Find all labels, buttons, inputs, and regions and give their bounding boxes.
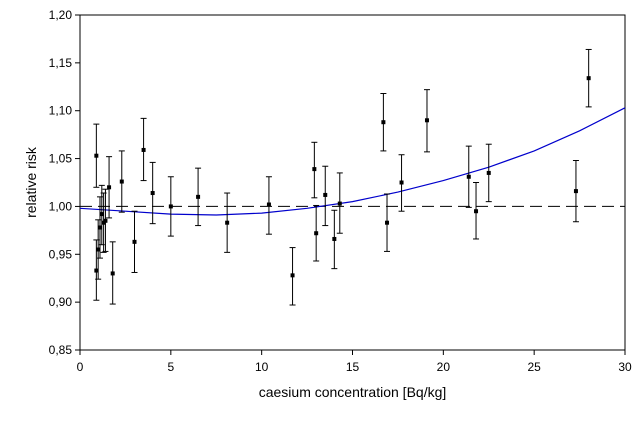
data-point: [473, 182, 480, 240]
point-marker: [474, 209, 479, 214]
point-marker: [150, 191, 155, 196]
plot-area-frame: [79, 14, 626, 351]
trend-line: [79, 107, 626, 216]
data-point: [313, 204, 320, 262]
y-axis-title: relative risk: [23, 146, 39, 218]
y-axis: 0,85 0,90 0,95 1,00 1,05 1,10 1,15 1,20: [49, 8, 80, 357]
point-marker: [196, 194, 201, 199]
point-marker: [486, 170, 491, 175]
x-tick-label: 10: [255, 360, 269, 374]
point-marker: [381, 120, 386, 125]
x-tick-label: 20: [437, 360, 451, 374]
point-marker: [225, 220, 230, 225]
x-tick-label: 30: [618, 360, 632, 374]
data-point: [585, 48, 592, 108]
point-marker: [314, 231, 319, 236]
data-point: [336, 172, 343, 234]
data-point: [423, 89, 430, 153]
y-tick-label: 1,10: [49, 104, 73, 118]
point-marker: [290, 273, 295, 278]
point-marker: [399, 180, 404, 185]
x-tick-label: 25: [527, 360, 541, 374]
point-marker: [466, 174, 471, 179]
data-point: [195, 167, 202, 227]
point-marker: [99, 212, 104, 217]
data-point: [149, 161, 156, 225]
trend-layer: [79, 107, 626, 216]
point-marker: [332, 236, 337, 241]
data-point: [384, 193, 391, 252]
data-point: [331, 209, 338, 270]
y-tick-label: 1,00: [49, 199, 73, 213]
data-point: [572, 159, 579, 223]
data-point: [380, 92, 387, 152]
point-marker: [94, 153, 99, 158]
point-marker: [385, 220, 390, 225]
x-axis-title: caesium concentration [Bq/kg]: [259, 384, 447, 400]
point-marker: [337, 201, 342, 206]
x-tick-label: 15: [346, 360, 360, 374]
point-marker: [266, 202, 271, 207]
x-axis: 0 5 10 15 20 25 30: [77, 350, 632, 374]
point-marker: [132, 239, 137, 244]
data-point: [109, 241, 116, 305]
point-marker: [97, 225, 102, 230]
y-tick-label: 1,20: [49, 8, 73, 22]
data-point: [485, 143, 492, 203]
data-point: [140, 117, 147, 182]
points-layer: [93, 48, 592, 306]
data-point: [118, 150, 125, 213]
data-point: [98, 184, 105, 246]
point-marker: [168, 204, 173, 209]
data-point: [322, 165, 329, 227]
y-tick-label: 0,90: [49, 295, 73, 309]
point-marker: [141, 147, 146, 152]
data-point: [224, 192, 231, 253]
point-marker: [107, 185, 112, 190]
data-point: [167, 176, 174, 237]
y-tick-label: 1,15: [49, 56, 73, 70]
data-point: [289, 247, 296, 306]
point-marker: [119, 179, 124, 184]
point-marker: [312, 167, 317, 172]
y-tick-label: 0,85: [49, 343, 73, 357]
y-tick-label: 0,95: [49, 247, 73, 261]
data-point: [131, 210, 138, 273]
data-point: [398, 154, 405, 212]
data-point: [465, 145, 472, 208]
data-point: [93, 123, 100, 188]
y-tick-label: 1,05: [49, 152, 73, 166]
point-marker: [573, 189, 578, 194]
data-point: [311, 141, 318, 199]
data-point: [265, 176, 272, 235]
point-marker: [96, 247, 101, 252]
data-point: [106, 156, 113, 219]
point-marker: [424, 118, 429, 123]
point-marker: [586, 76, 591, 81]
point-marker: [323, 192, 328, 197]
x-tick-label: 5: [167, 360, 174, 374]
point-marker: [103, 218, 108, 223]
x-tick-label: 0: [77, 360, 84, 374]
point-marker: [94, 268, 99, 273]
point-marker: [110, 271, 115, 276]
